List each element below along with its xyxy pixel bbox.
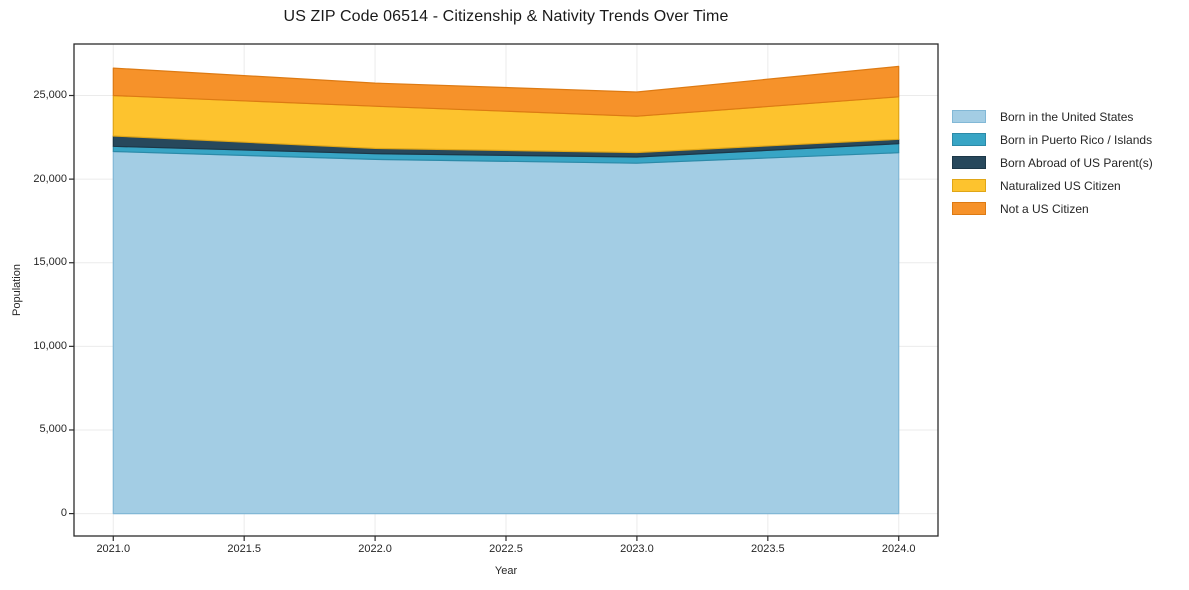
y-tick-label: 10,000 (33, 339, 67, 352)
x-tick-label: 2023.5 (750, 543, 785, 555)
legend-item: Not a US Citizen (952, 197, 1153, 220)
legend-swatch-icon (952, 156, 986, 169)
y-tick-label: 5,000 (39, 423, 67, 436)
x-tick-label: 2023.0 (620, 543, 654, 555)
legend-item-label: Born in the United States (1000, 109, 1134, 124)
legend: Born in the United States Born in Puerto … (952, 105, 1153, 220)
legend-swatch-icon (952, 110, 986, 123)
x-tick-label: 2022.0 (358, 543, 392, 555)
area-series-5 (112, 65, 900, 117)
area-series-1 (112, 150, 900, 515)
legend-swatch-icon (952, 202, 986, 215)
legend-item: Born in Puerto Rico / Islands (952, 128, 1153, 151)
legend-swatch-icon (952, 179, 986, 192)
x-axis-label: Year (494, 565, 518, 577)
legend-item-label: Naturalized US Citizen (1000, 178, 1121, 193)
chart-title: US ZIP Code 06514 - Citizenship & Nativi… (283, 8, 729, 25)
x-tick-label: 2021.5 (227, 543, 261, 555)
legend-item: Born Abroad of US Parent(s) (952, 151, 1153, 174)
x-tick-label: 2021.0 (96, 543, 131, 555)
legend-item-label: Not a US Citizen (1000, 201, 1089, 216)
y-tick-label: 25,000 (33, 89, 67, 101)
y-tick-label: 0 (60, 507, 67, 520)
x-tick-label: 2024.0 (881, 543, 916, 555)
legend-item: Born in the United States (952, 105, 1153, 128)
y-tick-label: 20,000 (33, 172, 67, 185)
y-tick-label: 15,000 (33, 256, 67, 269)
legend-item-label: Born Abroad of US Parent(s) (1000, 155, 1153, 170)
legend-item: Naturalized US Citizen (952, 174, 1153, 197)
legend-swatch-icon (952, 133, 986, 146)
legend-item-label: Born in Puerto Rico / Islands (1000, 132, 1153, 147)
x-tick-label: 2022.5 (489, 543, 523, 555)
